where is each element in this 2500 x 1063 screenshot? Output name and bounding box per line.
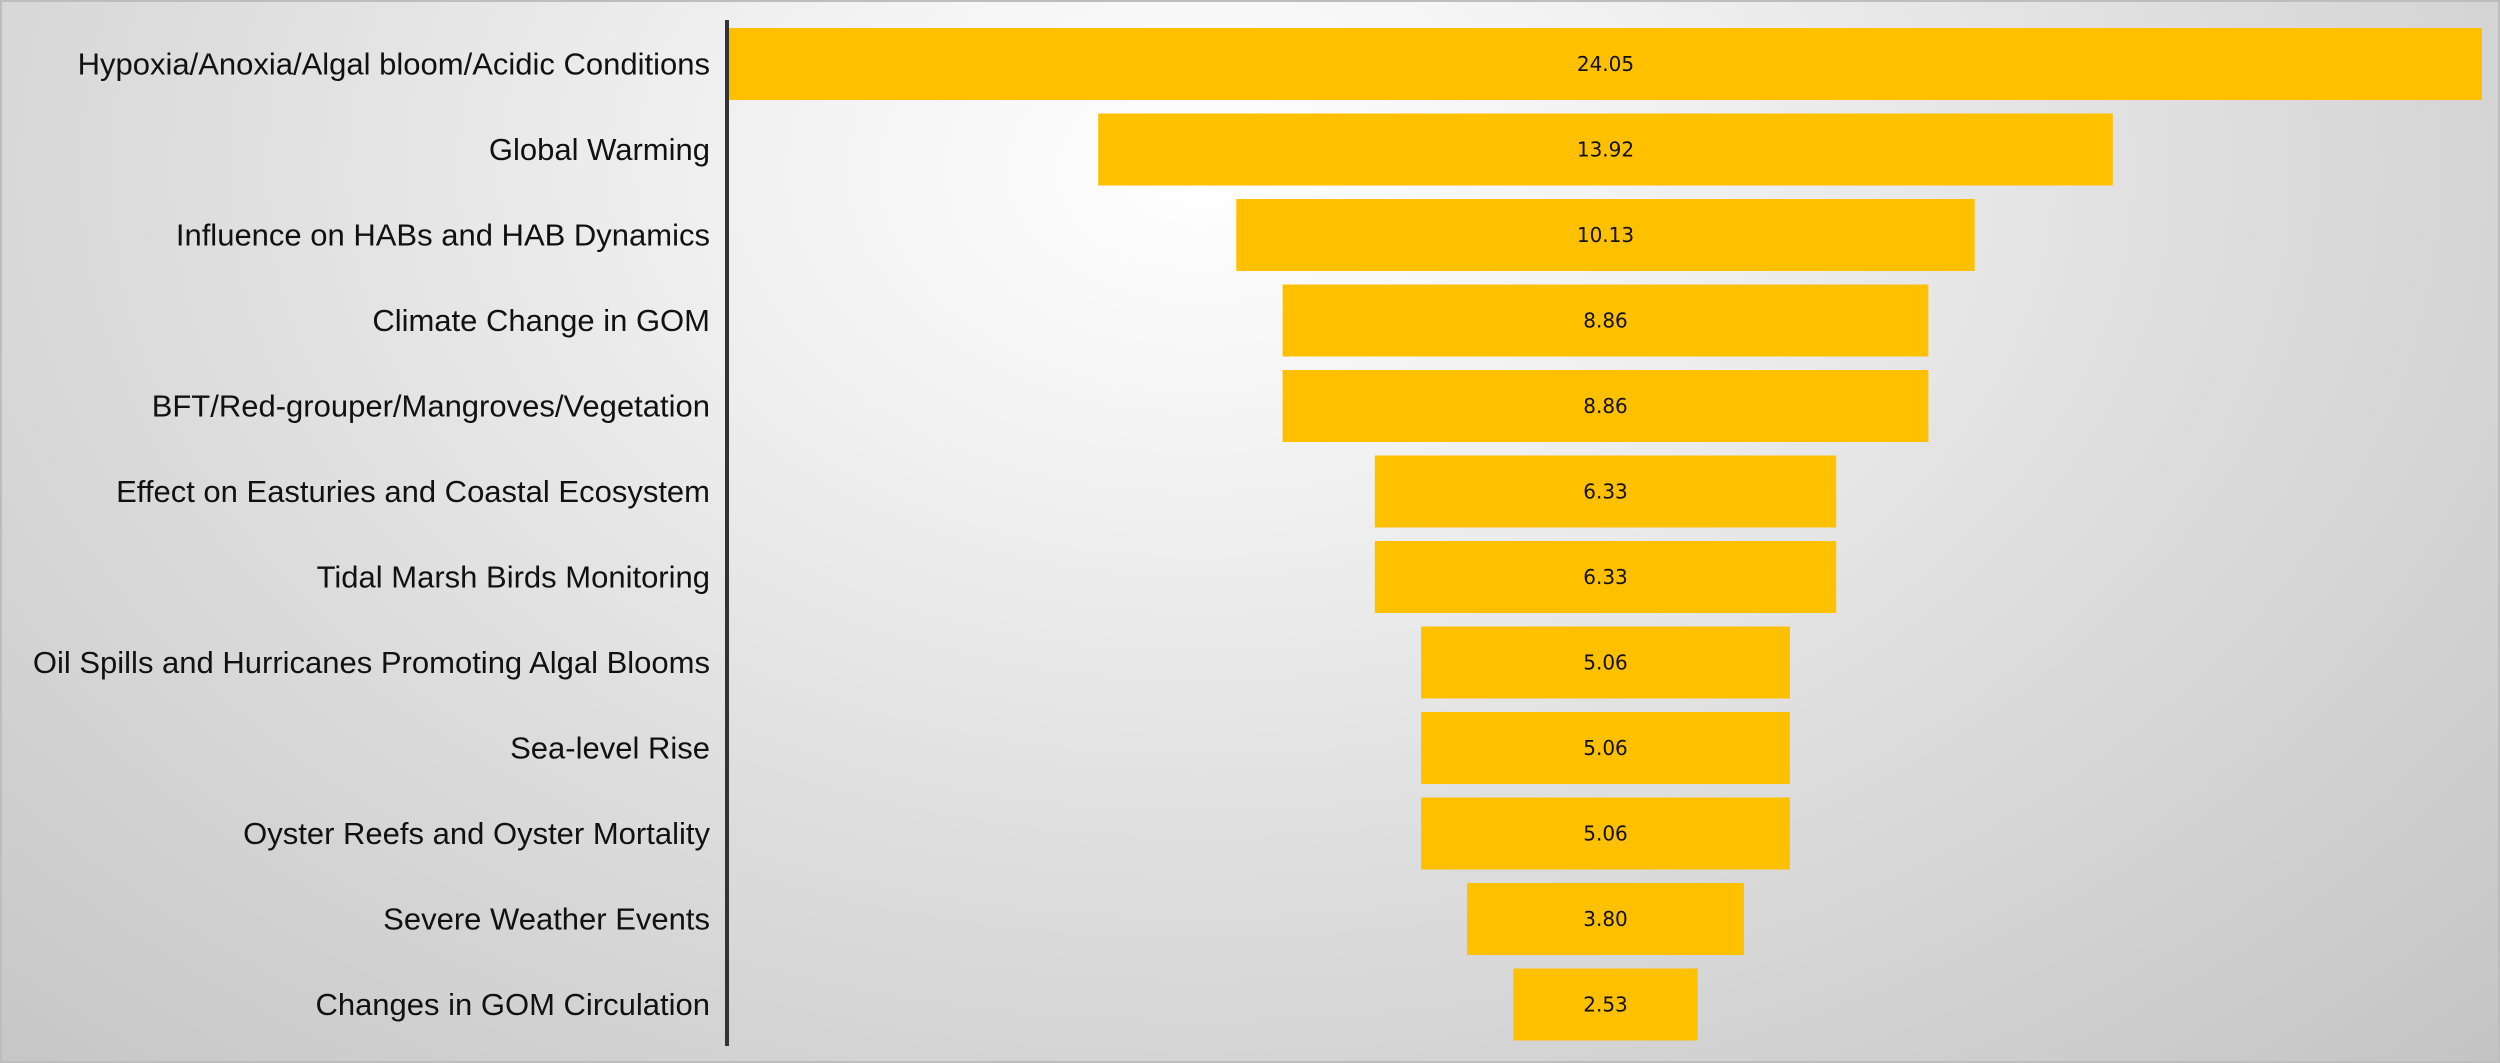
category-label: Influence on HABs and HAB Dynamics	[176, 218, 710, 253]
category-labels: Hypoxia/Anoxia/Algal bloom/Acidic Condit…	[33, 47, 711, 1023]
data-labels: 24.05 13.92 10.13 8.86 8.86 6.33 6.33 5.06 5.06 5…	[1577, 52, 1634, 1017]
funnel-bar	[1467, 883, 1744, 955]
category-label: Hypoxia/Anoxia/Algal bloom/Acidic Condit…	[78, 47, 710, 82]
data-label: 2.53	[1583, 993, 1628, 1017]
data-label: 13.92	[1577, 138, 1634, 162]
category-label: Climate Change in GOM	[372, 303, 710, 338]
category-label: Oil Spills and Hurricanes Promoting Alga…	[33, 645, 710, 680]
funnel-bar	[1282, 370, 1929, 442]
funnel-bar	[1236, 199, 1975, 271]
category-label: BFT/Red-grouper/Mangroves/Vegetation	[152, 389, 710, 424]
data-label: 5.06	[1583, 822, 1628, 846]
funnel-bar	[1374, 541, 1837, 613]
category-label: Tidal Marsh Birds Monitoring	[317, 560, 710, 595]
category-label: Global Warming	[489, 132, 710, 167]
data-label: 24.05	[1577, 52, 1634, 76]
funnel-bar	[1421, 797, 1790, 870]
funnel-bar	[1374, 455, 1837, 528]
funnel-bar	[1421, 626, 1790, 699]
funnel-bar	[1513, 968, 1698, 1041]
funnel-bar	[1282, 284, 1929, 357]
data-label: 5.06	[1583, 736, 1628, 760]
data-label: 8.86	[1583, 309, 1628, 333]
category-label: Effect on Easturies and Coastal Ecosyste…	[116, 474, 710, 509]
data-label: 6.33	[1583, 480, 1628, 504]
funnel-bar	[729, 28, 2482, 100]
category-label: Sea-level Rise	[510, 731, 710, 766]
data-label: 10.13	[1577, 223, 1634, 247]
funnel-bar	[1098, 113, 2113, 186]
data-label: 8.86	[1583, 394, 1628, 418]
bars-layer	[729, 28, 2482, 1041]
data-label: 6.33	[1583, 565, 1628, 589]
funnel-bar	[1421, 712, 1790, 784]
category-label: Severe Weather Events	[383, 902, 710, 937]
category-label: Oyster Reefs and Oyster Mortality	[243, 816, 710, 851]
data-label: 3.80	[1583, 907, 1628, 931]
data-label: 5.06	[1583, 651, 1628, 675]
category-label: Changes in GOM Circulation	[315, 987, 710, 1022]
